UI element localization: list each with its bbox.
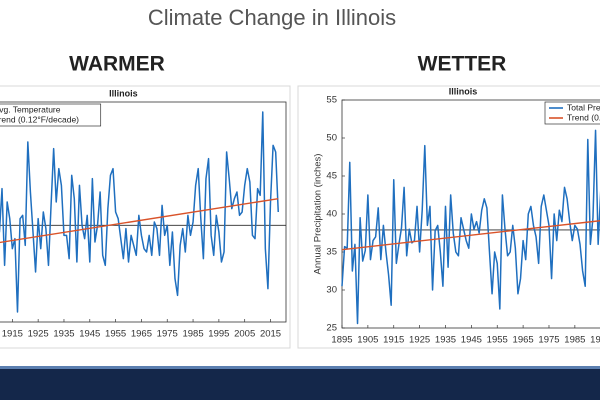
- y-tick-label: 30: [326, 285, 337, 296]
- plot-area: [0, 101, 287, 323]
- x-tick-label: 2015: [260, 329, 281, 340]
- slide-title: Climate Change in Illinois: [148, 5, 396, 30]
- trend-line: [0, 197, 279, 244]
- y-tick-label: 55: [326, 95, 337, 106]
- x-tick-label: 1915: [2, 329, 23, 340]
- x-tick-label: 1965: [131, 329, 152, 340]
- chart-title: Illinois: [449, 86, 478, 96]
- x-tick-label: 1945: [79, 329, 100, 340]
- legend-label: Trend (0.12°F/decade): [0, 114, 79, 124]
- headline: WETTER: [418, 53, 507, 76]
- legend-label: Total Precipitation: [567, 102, 600, 112]
- data-line: [0, 111, 280, 313]
- data-line: [341, 129, 600, 325]
- legend-label: Avg. Temperature: [0, 104, 61, 114]
- x-tick-label: 1985: [564, 335, 585, 346]
- y-tick-label: 40: [326, 209, 337, 220]
- headline: WARMER: [69, 53, 165, 76]
- x-tick-label: 1975: [538, 335, 559, 346]
- y-tick-label: 50: [326, 133, 337, 144]
- legend-label: Trend (0.43"/decade): [567, 112, 600, 122]
- y-axis-label: Annual Precipitation (inches): [313, 154, 324, 275]
- x-tick-label: 1915: [383, 335, 404, 346]
- x-tick-label: 1925: [28, 329, 49, 340]
- x-tick-label: 1955: [487, 335, 508, 346]
- footer-bar: [0, 369, 600, 400]
- x-tick-label: 1925: [409, 335, 430, 346]
- x-tick-label: 1955: [105, 329, 126, 340]
- legend-box: [0, 103, 102, 127]
- y-tick-label: 35: [326, 247, 337, 258]
- x-tick-label: 1965: [513, 335, 534, 346]
- x-tick-label: 1945: [461, 335, 482, 346]
- y-tick-label: 45: [326, 171, 337, 182]
- x-tick-label: 1995: [590, 335, 600, 346]
- x-tick-label: 1985: [182, 329, 203, 340]
- x-tick-label: 1895: [331, 335, 352, 346]
- x-tick-label: 1935: [53, 329, 74, 340]
- x-tick-label: 1995: [208, 329, 229, 340]
- chart-title: Illinois: [109, 88, 138, 98]
- x-tick-label: 2005: [234, 329, 255, 340]
- y-tick-label: 25: [326, 323, 337, 334]
- x-tick-label: 1905: [357, 335, 378, 346]
- trend-line: [341, 220, 600, 251]
- x-tick-label: 1935: [435, 335, 456, 346]
- x-tick-label: 1975: [157, 329, 178, 340]
- footer-stripe: [0, 366, 600, 369]
